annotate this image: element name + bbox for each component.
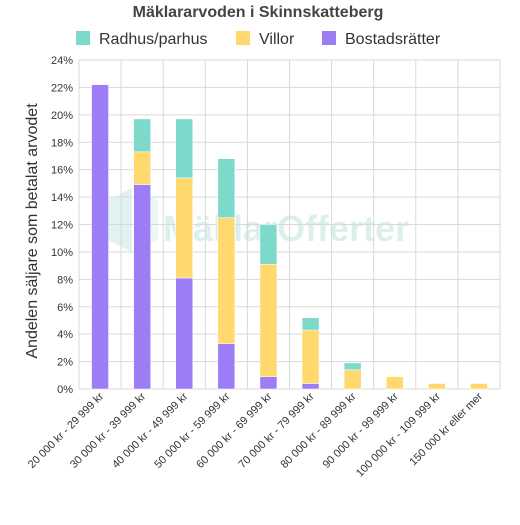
bar-radhus-parhus-5 bbox=[301, 317, 320, 331]
y-tick-label-11: 22% bbox=[51, 82, 73, 94]
y-axis-ticks: 0% 2% 4% 6% 8% 10% 12% 14% 16% 18% 20% 22% 24% bbox=[51, 55, 73, 396]
x-tick-label-1: 30 000 kr - 39 999 kr bbox=[68, 390, 148, 470]
y-tick-label-3: 6% bbox=[57, 302, 73, 314]
chart-title: Mäklararvoden i Skinnskatteberg bbox=[133, 4, 384, 21]
legend-item-bostadsr-tter: Bostadsrätter bbox=[322, 31, 441, 48]
bar-radhus-parhus-6 bbox=[343, 362, 362, 371]
x-tick-label-0: 20 000 kr - 29 999 kr bbox=[26, 390, 106, 470]
watermark: MäklarOfferter bbox=[108, 188, 409, 252]
watermark-logo-left bbox=[108, 188, 132, 252]
x-tick-label-5: 70 000 kr - 79 999 kr bbox=[236, 390, 316, 470]
bar-villor-1 bbox=[133, 151, 151, 185]
y-axis-label: Andelen säljare som betalat arvodet bbox=[24, 103, 41, 359]
legend-label-radhus-parhus: Radhus/parhus bbox=[99, 31, 208, 48]
legend-label-villor: Villor bbox=[259, 31, 295, 48]
bar-villor-2 bbox=[175, 177, 193, 279]
x-tick-label-2: 40 000 kr - 49 999 kr bbox=[110, 390, 190, 470]
y-tick-label-4: 8% bbox=[57, 274, 73, 286]
y-tick-label-9: 18% bbox=[51, 137, 73, 149]
y-tick-label-5: 10% bbox=[51, 247, 73, 259]
bar-radhus-parhus-2 bbox=[175, 118, 193, 179]
legend-swatch-villor bbox=[236, 31, 250, 45]
legend-item-villor: Villor bbox=[236, 31, 295, 48]
bar-villor-7 bbox=[386, 376, 404, 390]
y-tick-label-2: 4% bbox=[57, 329, 73, 341]
bar-villor-3 bbox=[217, 217, 236, 345]
y-tick-label-0: 0% bbox=[57, 384, 73, 396]
y-tick-label-10: 20% bbox=[51, 110, 73, 122]
bar-villor-6 bbox=[343, 369, 362, 390]
x-tick-label-7: 90 000 kr - 99 999 kr bbox=[321, 390, 401, 470]
legend: Radhus/parhus Villor Bostadsrätter bbox=[76, 31, 441, 48]
x-tick-label-3: 50 000 kr - 59 999 kr bbox=[152, 390, 232, 470]
bar-bostadsr-tter-3 bbox=[217, 343, 236, 390]
bar-bostadsr-tter-2 bbox=[175, 277, 193, 390]
x-tick-label-6: 80 000 kr - 89 999 kr bbox=[279, 390, 359, 470]
x-tick-label-8: 100 000 kr - 109 999 kr bbox=[354, 390, 443, 479]
y-tick-label-7: 14% bbox=[51, 192, 73, 204]
y-tick-label-8: 16% bbox=[51, 165, 73, 177]
bar-bostadsr-tter-5 bbox=[301, 383, 320, 390]
bar-radhus-parhus-3 bbox=[217, 158, 236, 218]
bar-radhus-parhus-4 bbox=[259, 224, 278, 265]
bar-villor-5 bbox=[301, 329, 320, 384]
bar-bostadsr-tter-0 bbox=[91, 84, 109, 390]
watermark-text: MäklarOfferter bbox=[163, 208, 409, 249]
bar-villor-9 bbox=[470, 383, 488, 390]
y-tick-label-6: 12% bbox=[51, 220, 73, 232]
bar-bostadsr-tter-4 bbox=[259, 376, 278, 390]
legend-swatch-bostadsr-tter bbox=[322, 31, 336, 45]
x-tick-label-4: 60 000 kr - 69 999 kr bbox=[194, 390, 274, 470]
legend-label-bostadsr-tter: Bostadsrätter bbox=[345, 31, 441, 48]
bar-villor-8 bbox=[428, 383, 446, 390]
bars bbox=[91, 84, 488, 390]
bar-villor-4 bbox=[259, 264, 278, 377]
bar-radhus-parhus-1 bbox=[133, 118, 151, 153]
legend-swatch-radhus-parhus bbox=[76, 31, 90, 45]
bar-bostadsr-tter-1 bbox=[133, 184, 151, 390]
x-tick-label-9: 150 000 kr eller mer bbox=[407, 390, 485, 468]
y-tick-label-1: 2% bbox=[57, 357, 73, 369]
y-tick-label-12: 24% bbox=[51, 55, 73, 67]
legend-item-radhus-parhus: Radhus/parhus bbox=[76, 31, 208, 48]
